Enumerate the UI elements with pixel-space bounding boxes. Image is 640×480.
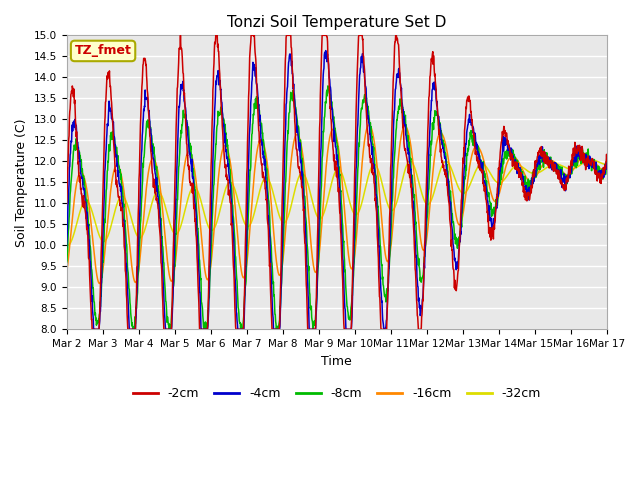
Text: TZ_fmet: TZ_fmet [75, 45, 131, 58]
Legend: -2cm, -4cm, -8cm, -16cm, -32cm: -2cm, -4cm, -8cm, -16cm, -32cm [127, 383, 546, 406]
Title: Tonzi Soil Temperature Set D: Tonzi Soil Temperature Set D [227, 15, 447, 30]
Y-axis label: Soil Temperature (C): Soil Temperature (C) [15, 118, 28, 247]
X-axis label: Time: Time [321, 355, 352, 368]
